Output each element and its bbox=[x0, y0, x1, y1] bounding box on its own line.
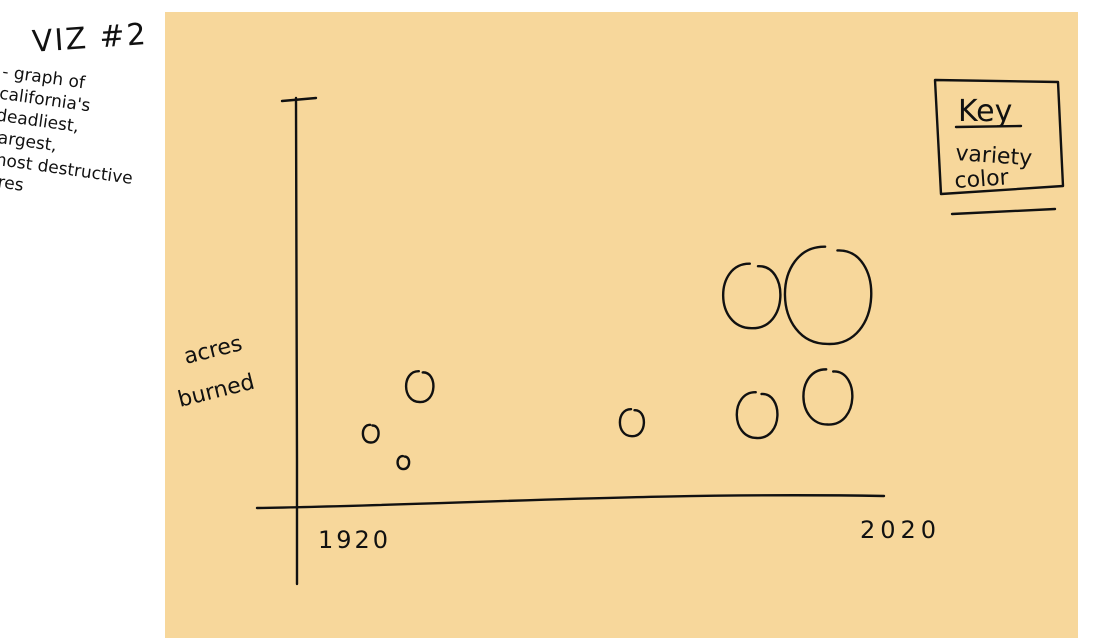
x-axis-line bbox=[255, 494, 886, 510]
data-point-3 bbox=[618, 407, 646, 438]
legend-box bbox=[933, 78, 1065, 196]
legend-title-underline bbox=[954, 124, 1023, 129]
data-point-0 bbox=[361, 423, 380, 444]
chart-paper bbox=[165, 12, 1078, 638]
legend-entry: variety bbox=[955, 141, 1033, 171]
data-points bbox=[361, 245, 873, 471]
x-tick-label-end: 2020 bbox=[860, 516, 941, 544]
legend-underline bbox=[950, 207, 1057, 216]
x-tick-label-start: 1920 bbox=[318, 526, 391, 554]
data-point-6 bbox=[802, 368, 854, 426]
data-point-4 bbox=[735, 391, 779, 440]
data-point-2 bbox=[405, 370, 435, 404]
y-axis-top-tick bbox=[280, 96, 318, 103]
legend-entry: color bbox=[954, 165, 1011, 194]
y-axis-label-line-1: acres bbox=[181, 331, 244, 370]
data-point-7 bbox=[783, 245, 873, 346]
y-axis-label-line-2: burned bbox=[175, 370, 257, 413]
data-point-1 bbox=[396, 454, 411, 471]
legend: Key variety color bbox=[933, 78, 1065, 216]
legend-title: Key bbox=[958, 94, 1012, 129]
y-axis-line bbox=[294, 96, 299, 586]
data-point-5 bbox=[721, 262, 782, 330]
